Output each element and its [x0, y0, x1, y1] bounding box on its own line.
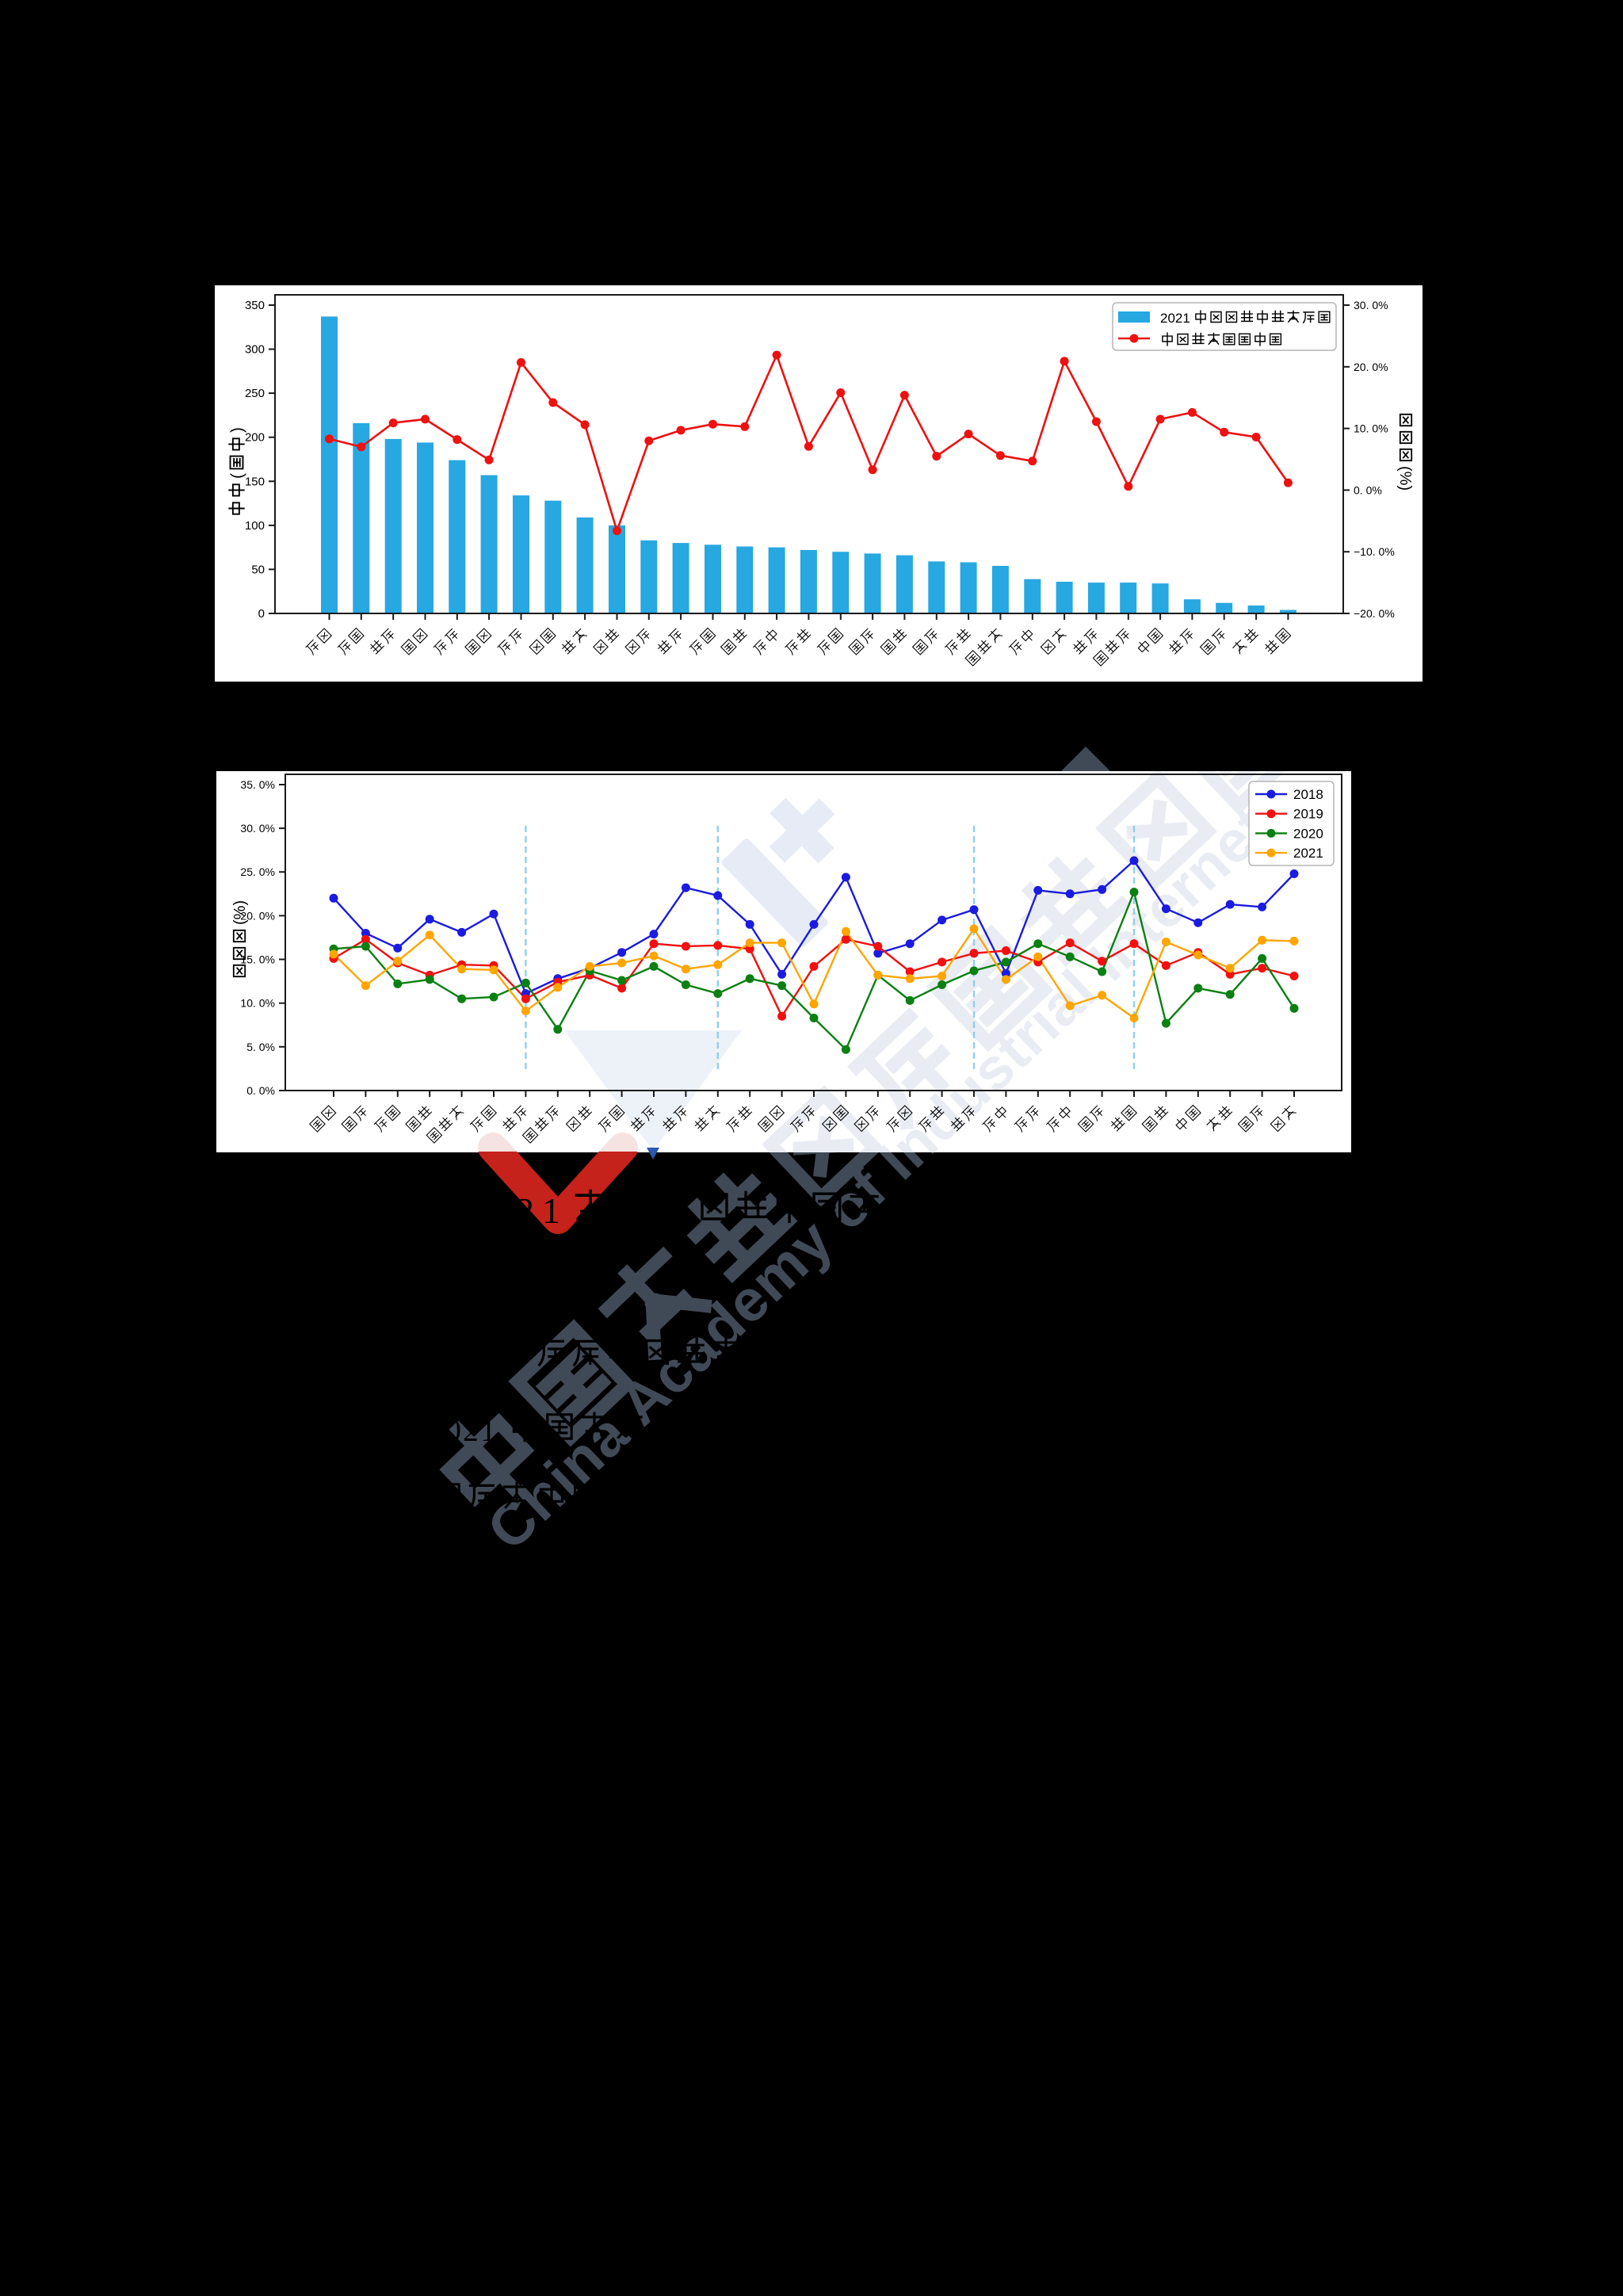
svg-text:(%): (%): [231, 900, 249, 925]
svg-text:15. 0%: 15. 0%: [240, 953, 275, 966]
svg-text:300: 300: [245, 343, 265, 357]
svg-text:2021: 2021: [1293, 846, 1323, 861]
svg-text:10. 0%: 10. 0%: [240, 997, 275, 1010]
svg-text:2020: 2020: [1293, 826, 1323, 841]
svg-text:20. 0%: 20. 0%: [240, 909, 275, 922]
svg-text:(: (: [228, 473, 246, 479]
svg-text:2021: 2021: [428, 1412, 498, 1448]
svg-text:20. 0%: 20. 0%: [1354, 361, 1388, 373]
svg-text:25. 0%: 25. 0%: [240, 865, 275, 878]
svg-text:250: 250: [245, 387, 265, 400]
svg-text:30. 0%: 30. 0%: [1354, 299, 1388, 311]
svg-text:30. 0%: 30. 0%: [240, 822, 275, 835]
svg-text:2018: 2018: [1293, 787, 1323, 802]
svg-text:2021: 2021: [1160, 311, 1190, 326]
svg-text:150: 150: [245, 475, 265, 488]
svg-text:2021: 2021: [464, 1190, 568, 1231]
svg-text:): ): [228, 427, 246, 433]
svg-text:2019: 2019: [1293, 807, 1323, 822]
svg-text:200: 200: [245, 431, 265, 445]
svg-text:100: 100: [245, 519, 265, 533]
svg-text:(%): (%): [1396, 466, 1414, 491]
svg-text:5. 0%: 5. 0%: [246, 1041, 275, 1053]
svg-text:50: 50: [251, 563, 265, 576]
svg-text:−10. 0%: −10. 0%: [1354, 545, 1395, 558]
svg-text:10. 0%: 10. 0%: [1354, 422, 1388, 435]
svg-text:350: 350: [245, 299, 265, 312]
svg-text:0: 0: [258, 607, 265, 621]
svg-text:−20. 0%: −20. 0%: [1354, 607, 1395, 620]
svg-text:0. 0%: 0. 0%: [246, 1084, 275, 1097]
svg-text:0. 0%: 0. 0%: [1354, 483, 1382, 496]
svg-text:35. 0%: 35. 0%: [240, 778, 275, 791]
